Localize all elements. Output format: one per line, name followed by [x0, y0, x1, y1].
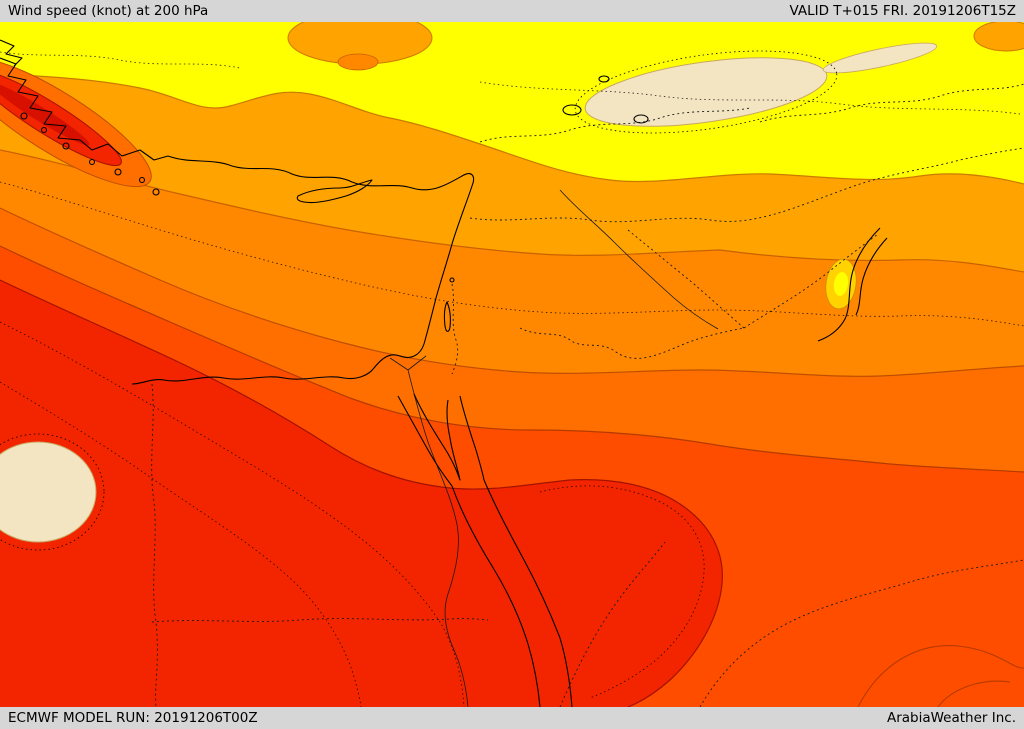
wind-map-svg	[0, 22, 1024, 707]
country-borders	[151, 83, 1024, 707]
river-euphrates	[559, 189, 719, 330]
valid-time-label: VALID T+015 FRI. 20191206T15Z	[789, 3, 1016, 19]
page-title: Wind speed (knot) at 200 hPa	[8, 3, 209, 19]
streak-dark-red	[0, 82, 90, 146]
island-aegean-5	[114, 168, 122, 176]
river-nile	[407, 369, 469, 707]
provider-credit: ArabiaWeather Inc.	[886, 710, 1016, 726]
coastline-aqaba-gulf-arabia	[459, 395, 485, 481]
lake-van	[633, 114, 649, 124]
island-aegean-6	[138, 176, 146, 184]
lake-galilee	[449, 277, 455, 283]
border-caucasus-2	[479, 107, 751, 143]
border-iraq-saudi	[519, 327, 745, 359]
border-jordan	[451, 283, 459, 375]
lake-small-anatolia	[598, 75, 610, 83]
contour-dotted-saudi-ring	[539, 485, 705, 699]
border-egypt-sudan	[151, 618, 489, 623]
contour-line-red	[0, 279, 723, 707]
border-syria-iraq	[627, 229, 745, 329]
model-run-label: ECMWF MODEL RUN: 20191206T00Z	[8, 710, 258, 726]
border-caucasus-1	[759, 83, 1024, 123]
contour-line-deep-orange	[0, 149, 1024, 273]
lake-tuz	[562, 104, 582, 116]
map-canvas	[0, 22, 1024, 707]
coastline-aegean-upper	[0, 39, 23, 67]
island-aegean-4	[88, 158, 96, 166]
contour-dotted-yellow	[479, 81, 1021, 115]
coastline-red-sea-east	[483, 479, 573, 707]
map-footer: ECMWF MODEL RUN: 20191206T00Z ArabiaWeat…	[0, 707, 1024, 729]
coastline-red-sea-west	[451, 485, 541, 707]
contour-line-strong-orange	[0, 207, 1024, 377]
coastline-cyprus	[296, 179, 373, 204]
band-cream-top	[584, 57, 828, 127]
coastline-persian-gulf-2	[855, 237, 888, 316]
border-bottom-right-2	[559, 541, 666, 707]
map-header: Wind speed (knot) at 200 hPa VALID T+015…	[0, 0, 1024, 22]
border-turkey-syria	[469, 147, 1024, 223]
river-nile-delta-west	[389, 357, 409, 371]
band-cream-top-sliver	[822, 42, 938, 74]
contour-line-bottom-right-1	[857, 644, 1024, 707]
contour-line-yellow	[0, 73, 1024, 185]
coastlines	[0, 39, 888, 707]
island-aegean-2	[40, 126, 48, 134]
island-rhodes	[152, 188, 160, 196]
contour-dotted-top-left	[0, 51, 241, 69]
band-red	[0, 280, 723, 707]
contour-dotted-cream-ring-top	[574, 50, 838, 134]
lake-dead-sea	[443, 301, 451, 332]
rivers	[389, 189, 719, 707]
coastline-turkey-levant-africa	[131, 155, 475, 385]
dotted-contours	[0, 51, 1024, 707]
band-deep-orange-top-spot	[337, 53, 379, 71]
contour-dotted-cream-ring-left	[0, 433, 105, 551]
river-nile-delta-east	[407, 355, 427, 371]
coastline-suez-gulf-africa	[397, 395, 453, 487]
band-orange-topright-patch	[973, 22, 1024, 52]
band-cream-left-core	[0, 441, 97, 543]
coastline-aegean	[0, 57, 169, 161]
coastline-persian-gulf-1	[817, 227, 881, 342]
band-yellow-gulf-spot	[833, 272, 849, 296]
island-aegean-1	[20, 112, 28, 120]
coastline-sinai	[413, 393, 461, 481]
island-aegean-3	[62, 142, 70, 150]
contour-dotted-red-1	[0, 321, 465, 707]
contour-line-orange-red	[0, 245, 1024, 473]
contour-line-bottom-right-2	[937, 680, 1011, 707]
